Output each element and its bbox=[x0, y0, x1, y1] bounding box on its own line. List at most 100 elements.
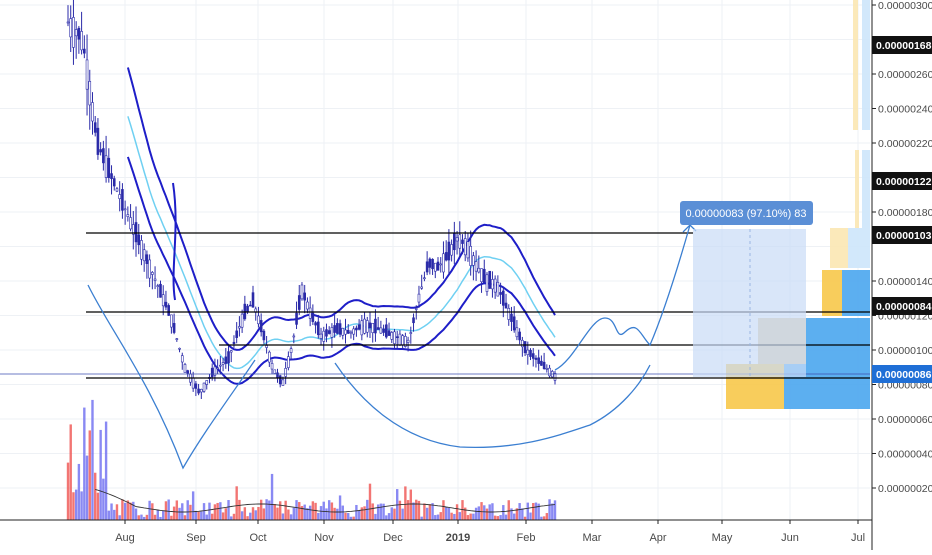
candle-body bbox=[278, 375, 282, 385]
candle-body bbox=[134, 222, 138, 243]
volume-bar bbox=[434, 515, 437, 520]
volume-bar bbox=[537, 503, 540, 520]
candle-body bbox=[395, 336, 399, 338]
candle-body bbox=[170, 314, 173, 328]
x-tick-label: Jun bbox=[781, 532, 799, 544]
candle-body bbox=[167, 305, 170, 316]
volume-bar bbox=[200, 511, 203, 520]
volume-bar bbox=[453, 513, 456, 520]
candle-body bbox=[126, 214, 130, 218]
price-tag-bg bbox=[872, 297, 932, 315]
volume-bar bbox=[368, 483, 372, 520]
volume-bar bbox=[257, 506, 260, 520]
candle-body bbox=[420, 286, 423, 289]
volume-bar bbox=[363, 506, 366, 520]
candle-body bbox=[447, 241, 451, 261]
candle-body bbox=[300, 284, 304, 300]
candle-body bbox=[542, 361, 546, 369]
volume-bar bbox=[115, 504, 119, 520]
volume-bar bbox=[118, 515, 121, 520]
volume-bar bbox=[159, 516, 162, 520]
volume-bar bbox=[534, 502, 538, 520]
volume-bar bbox=[502, 505, 505, 520]
candle-body bbox=[518, 331, 521, 341]
range-block bbox=[848, 228, 870, 268]
volume-bar bbox=[213, 504, 217, 520]
volume-bar bbox=[186, 500, 189, 520]
volume-bar bbox=[319, 506, 323, 520]
candle-body bbox=[248, 304, 252, 307]
volume-bar bbox=[382, 503, 385, 520]
volume-bar bbox=[412, 502, 415, 520]
price-tag-bg bbox=[872, 226, 932, 244]
volume-bar bbox=[91, 399, 94, 520]
volume-bar bbox=[243, 507, 247, 520]
candle-body bbox=[515, 327, 519, 338]
volume-bar bbox=[72, 492, 75, 520]
volume-bar bbox=[254, 510, 257, 520]
volume-bar bbox=[553, 500, 557, 520]
ma-start-segment bbox=[172, 182, 177, 301]
candle-body bbox=[281, 379, 285, 386]
volume-bar bbox=[420, 516, 423, 520]
volume-bar bbox=[284, 500, 287, 520]
volume-bar bbox=[289, 514, 293, 520]
volume-bar bbox=[336, 508, 339, 520]
volume-bar bbox=[483, 505, 486, 520]
ma-middle-line bbox=[127, 116, 556, 370]
candle-body bbox=[224, 356, 228, 364]
volume-bar bbox=[466, 515, 470, 520]
volume-bar bbox=[94, 472, 97, 520]
candle-body bbox=[436, 261, 440, 271]
volume-bar bbox=[333, 507, 336, 520]
x-tick-label: Sep bbox=[186, 532, 206, 544]
y-tick-label: 0.00000220 bbox=[878, 138, 932, 150]
candle-body bbox=[202, 382, 206, 392]
volume-bar bbox=[123, 502, 127, 520]
range-block bbox=[862, 0, 870, 130]
candle-body bbox=[205, 380, 209, 385]
volume-bar bbox=[521, 508, 524, 520]
measure-tool[interactable]: 0.00000083 (97.10%) 83 bbox=[680, 201, 813, 377]
candle-body bbox=[433, 262, 437, 272]
candle-body bbox=[221, 362, 225, 365]
ma-upper-line bbox=[126, 67, 556, 351]
volume-bar bbox=[504, 514, 508, 520]
candle-body bbox=[461, 239, 464, 244]
volume-bar bbox=[374, 513, 377, 520]
candle-body bbox=[257, 315, 260, 325]
candle-body bbox=[74, 29, 78, 37]
candle-body bbox=[229, 350, 233, 353]
candle-body bbox=[414, 308, 418, 310]
volume-bar bbox=[66, 462, 70, 520]
candle-body bbox=[502, 290, 505, 306]
candle-body bbox=[265, 345, 268, 348]
volume-bar bbox=[327, 500, 331, 520]
x-tick-label: Feb bbox=[517, 532, 536, 544]
candle-body bbox=[240, 313, 244, 328]
volume-bar bbox=[162, 510, 165, 520]
volume-bar bbox=[499, 515, 502, 520]
volume-bar bbox=[523, 516, 527, 520]
candle-body bbox=[450, 244, 453, 256]
candle-body bbox=[379, 327, 383, 334]
volume-bar bbox=[387, 513, 391, 520]
volume-bar bbox=[436, 514, 440, 520]
volume-bar bbox=[102, 478, 105, 520]
candle-body bbox=[537, 357, 540, 364]
candle-body bbox=[91, 102, 94, 122]
candle-body bbox=[360, 320, 364, 336]
volume-bar bbox=[249, 512, 252, 520]
candle-body bbox=[499, 292, 502, 295]
volume-bar bbox=[205, 514, 208, 520]
price-tag-bg bbox=[872, 172, 932, 190]
candle-body bbox=[423, 277, 426, 280]
ma-lower-line bbox=[126, 156, 556, 385]
candle-body bbox=[306, 301, 309, 310]
volume-bar bbox=[287, 509, 290, 520]
volume-bar bbox=[134, 508, 138, 520]
candle-body bbox=[88, 81, 92, 106]
projection-curve bbox=[334, 362, 651, 449]
